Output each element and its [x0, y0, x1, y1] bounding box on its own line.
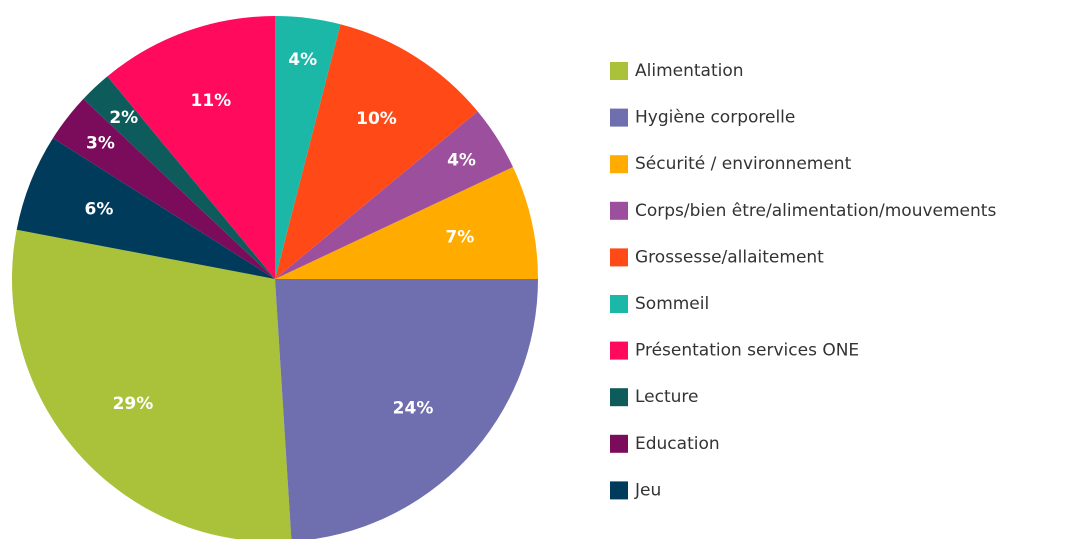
pie-slice — [275, 24, 478, 279]
value-label: 4% — [288, 50, 317, 70]
legend-swatch — [610, 201, 628, 220]
legend-swatch — [610, 155, 628, 174]
value-label: 29% — [113, 394, 154, 414]
legend-label: Corps/bien être/alimentation/mouvements — [635, 201, 996, 221]
pie-slice — [275, 167, 538, 279]
pie-slice — [83, 76, 275, 280]
pie-slice — [107, 16, 276, 279]
value-label: 2% — [109, 108, 138, 128]
legend-label: Hygiène corporelle — [635, 108, 795, 128]
pie-slice — [275, 111, 513, 280]
legend-label: Grossesse/allaitement — [635, 247, 824, 267]
value-label: 24% — [393, 399, 434, 419]
legend-swatch — [610, 388, 628, 407]
legend-swatch — [610, 295, 628, 313]
legend-swatch — [610, 481, 628, 500]
value-label: 10% — [356, 109, 397, 129]
pie-slice — [275, 16, 341, 279]
legend-swatch — [610, 341, 628, 360]
legend-label: Jeu — [634, 480, 661, 500]
legend-swatch — [610, 108, 628, 127]
pie-slice — [12, 229, 292, 539]
value-label: 7% — [445, 228, 474, 248]
legend-label: Présentation services ONE — [635, 341, 859, 361]
value-label: 6% — [85, 199, 114, 219]
value-label: 11% — [191, 91, 232, 111]
pie-slice — [52, 98, 275, 279]
legend-swatch — [610, 434, 628, 453]
pie-slice — [275, 279, 538, 539]
legend-swatch — [610, 62, 628, 80]
legend-label: Lecture — [635, 387, 699, 407]
legend-label: Sécurité / environnement — [635, 154, 852, 174]
value-label: 4% — [447, 151, 476, 171]
value-label: 3% — [86, 134, 115, 154]
legend-label: Alimentation — [635, 61, 744, 81]
pie-slice — [16, 138, 276, 279]
legend-label: Education — [635, 434, 720, 454]
legend-label: Sommeil — [635, 294, 709, 314]
legend-swatch — [610, 248, 628, 267]
